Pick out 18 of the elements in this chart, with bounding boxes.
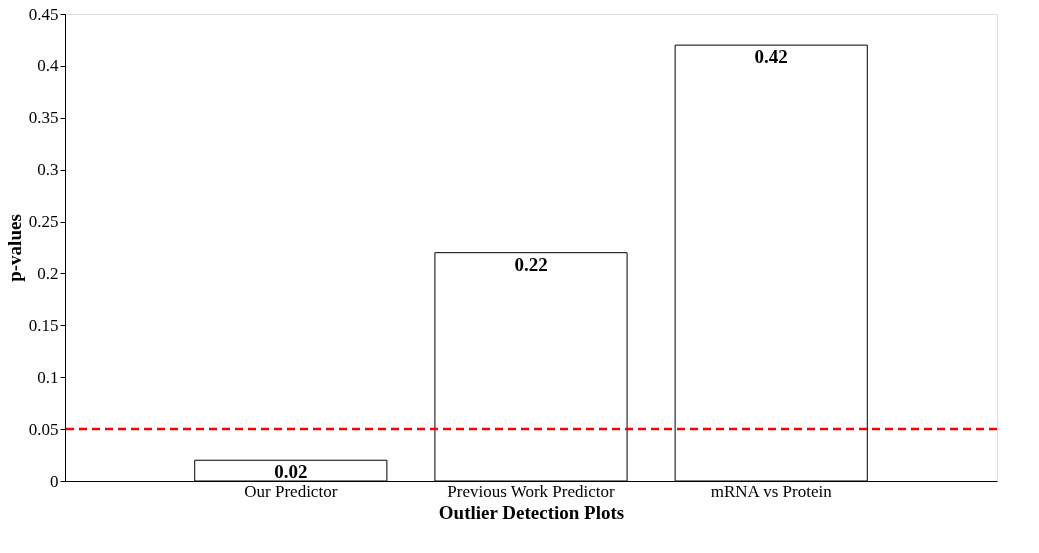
x-axis-title: Outlier Detection Plots <box>438 501 625 523</box>
y-tick-label: 0.1 <box>37 367 59 387</box>
y-tick-label: 0.45 <box>28 4 59 24</box>
y-tick-label: 0.15 <box>28 315 59 335</box>
data-label: 0.42 <box>754 46 788 68</box>
y-tick-label: 0.3 <box>37 160 59 180</box>
y-axis-title: p-values <box>3 214 25 282</box>
y-tick-label: 0.35 <box>28 108 59 128</box>
data-label: 0.22 <box>514 253 548 275</box>
data-label: 0.02 <box>274 461 308 483</box>
y-tick-label: 0.2 <box>37 263 59 283</box>
y-tick-label: 0.4 <box>37 56 59 76</box>
y-tick-label: 0 <box>50 471 59 491</box>
y-tick-label: 0.25 <box>28 212 59 232</box>
x-tick-label: mRNA vs Protein <box>710 481 833 501</box>
x-tick-label: Our Predictor <box>244 481 338 501</box>
y-tick-label: 0.05 <box>28 419 59 439</box>
x-tick-label: Previous Work Predictor <box>447 481 616 501</box>
